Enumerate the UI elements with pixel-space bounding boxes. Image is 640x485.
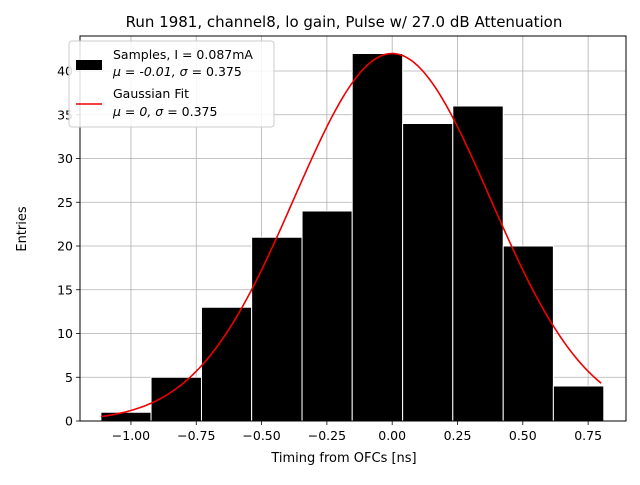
legend-samples-stats-mu: μ = -0.01,	[112, 64, 180, 79]
legend-samples-stats-sigma: σ	[180, 64, 189, 79]
y-tick-label: 10	[57, 326, 73, 341]
legend-box	[68, 40, 275, 128]
legend-fit-stats-mu: μ = 0,	[112, 104, 155, 119]
x-axis-ticks: −1.00 −0.75 −0.50 −0.25 0.00 0.25 0.50 0.75	[112, 421, 602, 443]
histogram-bar	[502, 245, 554, 422]
legend-samples-stats-value: = 0.375	[188, 64, 242, 79]
y-axis-label: Entries	[15, 206, 30, 252]
legend-fit-stats-sigma: σ	[155, 104, 164, 119]
y-tick-label: 25	[57, 195, 73, 210]
x-tick-label: −0.25	[308, 428, 346, 443]
x-tick-label: 0.25	[444, 428, 472, 443]
y-tick-label: 20	[57, 239, 73, 254]
histogram-bar	[301, 210, 353, 422]
legend-fit-label: Gaussian Fit	[113, 86, 189, 101]
legend-samples-swatch	[76, 60, 102, 70]
histogram-bar	[402, 123, 454, 422]
histogram-bar	[552, 385, 605, 422]
y-tick-label: 30	[57, 151, 73, 166]
legend-samples-label: Samples, I = 0.087mA	[113, 47, 253, 62]
histogram-bar	[251, 236, 303, 422]
x-tick-label: −1.00	[112, 428, 150, 443]
gaussian-fit-curve	[100, 52, 602, 418]
y-tick-label: 5	[65, 370, 73, 385]
histogram-bar	[351, 53, 404, 422]
legend: Samples, I = 0.087mA μ = -0.01, σ = 0.37…	[68, 40, 275, 128]
x-axis-label: Timing from OFCs [ns]	[270, 451, 416, 466]
legend-fit-stats: μ = 0, σ = 0.375	[112, 104, 217, 119]
histogram-bar	[200, 306, 253, 422]
axes-frame	[79, 35, 627, 422]
y-tick-label: 0	[65, 414, 73, 429]
y-tick-label: 15	[57, 282, 73, 297]
x-tick-label: −0.75	[177, 428, 215, 443]
x-tick-label: −0.50	[242, 428, 280, 443]
chart-title: Run 1981, channel8, lo gain, Pulse w/ 27…	[126, 13, 563, 31]
legend-fit-stats-value: = 0.375	[163, 104, 217, 119]
histogram-bar	[100, 411, 152, 422]
x-tick-label: 0.50	[509, 428, 537, 443]
x-tick-label: 0.00	[378, 428, 406, 443]
x-tick-label: 0.75	[574, 428, 602, 443]
histogram-bars	[100, 53, 605, 422]
histogram-bar	[452, 105, 504, 422]
legend-samples-stats: μ = -0.01, σ = 0.375	[112, 64, 242, 79]
